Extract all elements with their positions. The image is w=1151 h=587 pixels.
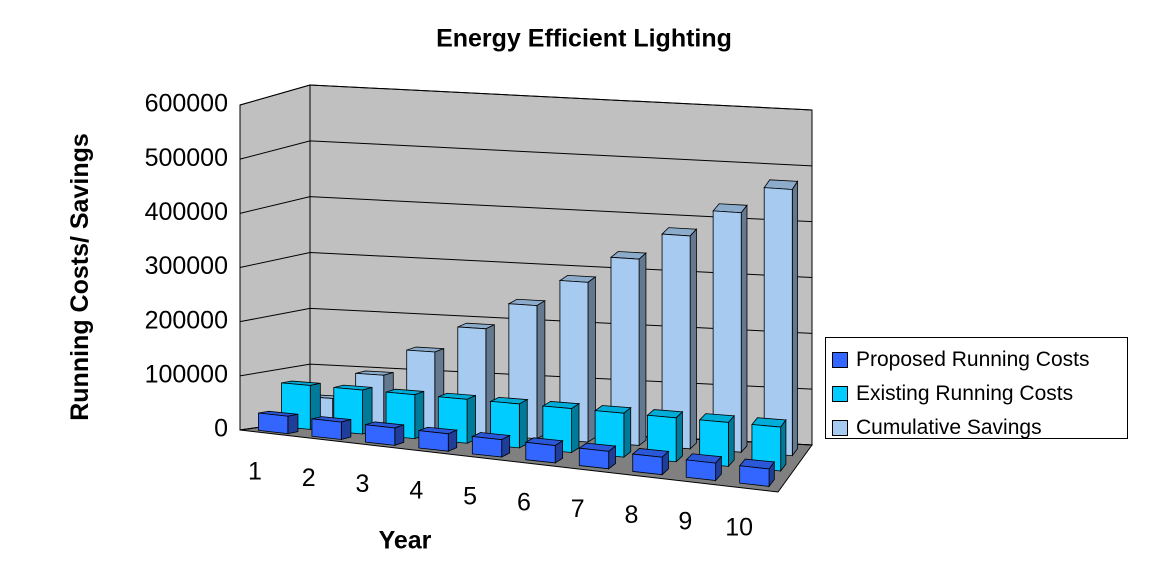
bar-side [340,419,352,441]
bar [470,432,512,458]
y-tick-label: 300000 [145,252,228,280]
x-axis-label: Year [379,527,432,555]
bar [578,442,617,470]
bar [712,203,748,454]
legend-swatch [832,420,848,436]
x-tick-label: 4 [409,476,423,504]
bar [763,179,799,457]
x-tick-label: 7 [571,495,585,523]
bar-front [739,465,770,487]
legend-label: Proposed Running Costs [856,348,1090,371]
bar [258,410,299,435]
bar-front [578,447,610,470]
bar-front [525,441,556,464]
bar [685,453,723,482]
legend-swatch [832,386,848,402]
grid-line [239,140,813,167]
bar-front [418,430,449,452]
y-axis-label: Running Costs/ Savings [66,133,94,421]
bar [698,413,736,468]
bar [364,421,405,446]
bar [661,227,698,450]
bar [631,448,670,476]
x-tick-label: 1 [248,458,262,486]
bar [524,437,564,464]
bar-front [685,459,717,481]
bar-side [447,429,458,452]
left-wall [239,84,311,431]
bar-front [311,418,342,440]
legend-label: Cumulative Savings [856,416,1042,439]
bar-front [763,187,793,457]
y-tick-label: 100000 [145,360,228,388]
legend-item: Existing Running Costs [832,377,1127,411]
bar-side [287,413,299,435]
bar [418,426,459,452]
y-tick-label: 600000 [145,90,228,118]
bar [558,274,597,443]
bar-side [394,424,405,446]
x-tick-label: 9 [678,507,692,535]
x-tick-label: 10 [725,514,753,542]
bar-side [728,414,735,468]
legend-label: Existing Running Costs [856,382,1074,405]
x-tick-label: 5 [463,483,477,511]
bar-side [675,410,683,463]
bar-side [623,406,632,458]
legend-swatch [832,352,848,368]
x-tick-label: 2 [302,464,316,492]
bar-side [518,398,528,449]
bar [609,251,647,447]
bar-side [571,402,580,454]
bar-side [689,228,697,450]
legend-item: Cumulative Savings [832,411,1127,445]
bar-side [791,180,798,457]
bar-front [364,424,396,446]
bar [311,416,352,441]
bar [751,417,787,473]
bar-front [471,436,503,458]
y-tick-label: 400000 [145,198,228,226]
legend-item: Proposed Running Costs [832,343,1127,377]
x-tick-label: 6 [517,489,531,517]
bar-side [780,418,787,473]
legend: Proposed Running Costs Existing Running C… [825,337,1128,439]
grid-line [239,84,813,111]
bar-side [740,204,748,454]
chart-title: Energy Efficient Lighting [436,25,732,53]
bar-side [638,252,647,447]
x-tick-label: 3 [356,470,370,498]
grid-line [239,196,813,223]
bar [738,458,776,488]
x-tick-label: 8 [625,501,639,529]
bar-front [632,453,663,476]
y-tick-label: 0 [214,415,228,443]
bar-front [258,412,289,435]
bar-side [501,434,511,458]
y-tick-label: 500000 [145,144,228,172]
y-tick-label: 200000 [145,306,228,334]
bar-side [587,276,596,443]
